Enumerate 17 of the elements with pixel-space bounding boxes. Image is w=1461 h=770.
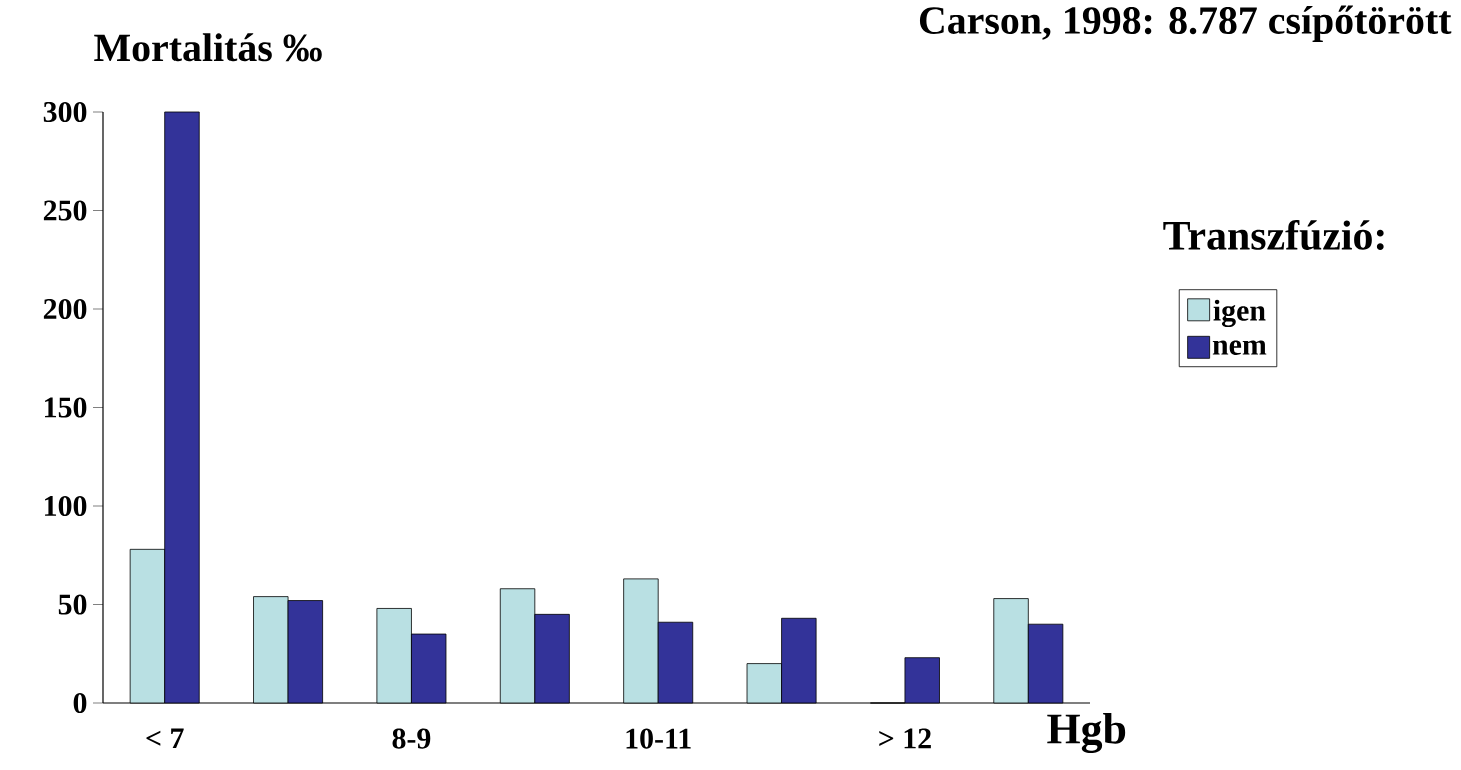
y-tick-label: 250: [43, 200, 87, 221]
x-tick-label: > 12: [879, 728, 931, 749]
legend-label: igen: [1213, 299, 1266, 328]
legend-title: Transzfúzió:: [1163, 219, 1384, 251]
y-tick-label: 100: [45, 495, 87, 517]
x-tick-label: < 7: [146, 728, 184, 749]
y-tick-label: 200: [43, 298, 87, 320]
x-tick-label: 8-9: [392, 728, 431, 749]
text: Carson, 1998: 8.787 csípőtörött: [919, 5, 1452, 43]
y-tick-label: 0: [73, 692, 87, 714]
y-tick-label: 150: [45, 397, 87, 418]
y-tick-label: 50: [58, 594, 87, 615]
y-tick-label: 300: [43, 101, 87, 123]
y-axis-title: Mortalitás ‰: [94, 33, 322, 62]
x-axis-title: Hgb: [1047, 712, 1126, 754]
legend-label: nem: [1212, 340, 1267, 355]
x-tick-label: 10-11: [626, 728, 691, 749]
